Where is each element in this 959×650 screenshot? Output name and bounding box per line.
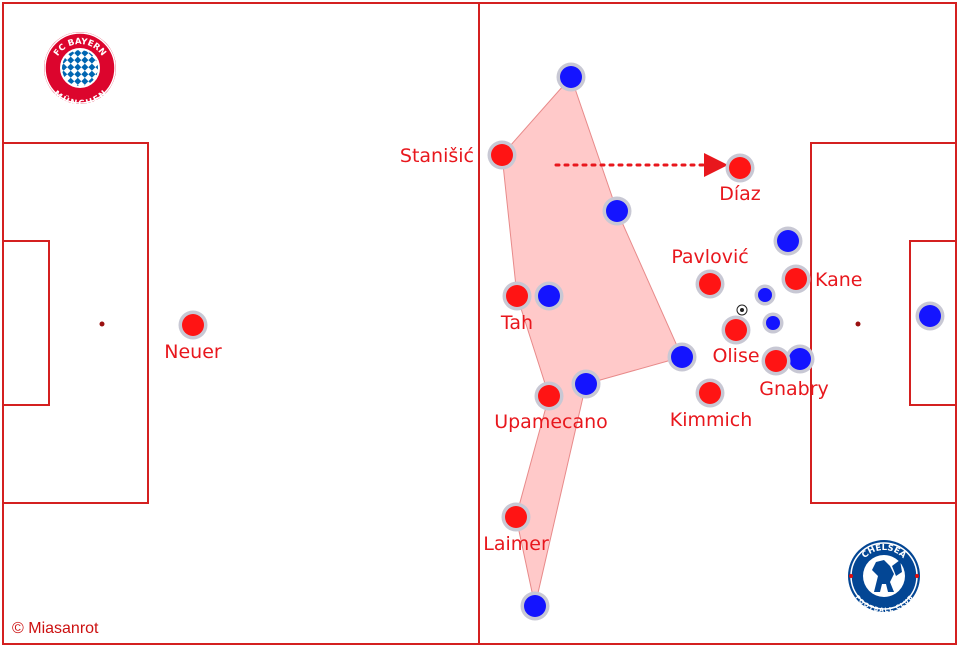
player-labels: Neuer Stanišić Tah Upamecano Laimer Díaz Pavlo… [164,145,862,555]
home-player-marker-laimer [505,506,527,528]
credit-text: © Miasanrot [12,620,99,637]
home-player-marker-stanisic [491,144,513,166]
home-player-marker-olise [725,319,747,341]
defensive-shape-area [501,76,683,607]
home-player-marker-pavlovic [699,273,721,295]
home-player-marker-neuer [182,314,204,336]
player-label-diaz: Díaz [719,183,761,205]
player-label-tah: Tah [500,312,533,334]
away-player-marker [575,373,597,395]
away-player-marker [919,305,941,327]
away-player-marker [671,346,693,368]
player-label-pavlovic: Pavlović [671,246,748,268]
player-label-kimmich: Kimmich [670,409,753,431]
right-penalty-spot [855,321,861,327]
home-player-marker-diaz [729,157,751,179]
player-label-neuer: Neuer [164,341,222,363]
away-player-marker [777,230,799,252]
chelsea-fc-logo: CHELSEA FOOTBALL CLUB [848,540,920,614]
away-player-marker [766,316,780,330]
home-player-marker-kimmich [699,382,721,404]
home-player-marker-gnabry [765,350,787,372]
fc-bayern-logo: FC BAYERN MÜNCHEN [44,32,116,109]
ball-icon [736,304,748,316]
away-player-marker [560,66,582,88]
home-player-marker-tah [506,285,528,307]
left-penalty-area [2,142,149,504]
away-players [520,62,945,621]
player-label-olise: Olise [712,345,759,367]
player-label-kane: Kane [815,269,863,291]
home-player-marker-kane [785,268,807,290]
player-label-gnabry: Gnabry [759,378,829,400]
away-player-marker [538,285,560,307]
right-goal-area [909,240,957,406]
player-label-laimer: Laimer [483,533,549,555]
away-player-marker [758,288,772,302]
player-label-stanisic: Stanišić [400,145,474,167]
player-label-upamecano: Upamecano [494,411,608,433]
away-player-marker [606,200,628,222]
left-penalty-spot [99,321,105,327]
left-goal-area [2,240,50,406]
away-player-marker [789,348,811,370]
away-player-marker [524,595,546,617]
home-player-marker-upamecano [538,385,560,407]
home-players [178,140,811,532]
